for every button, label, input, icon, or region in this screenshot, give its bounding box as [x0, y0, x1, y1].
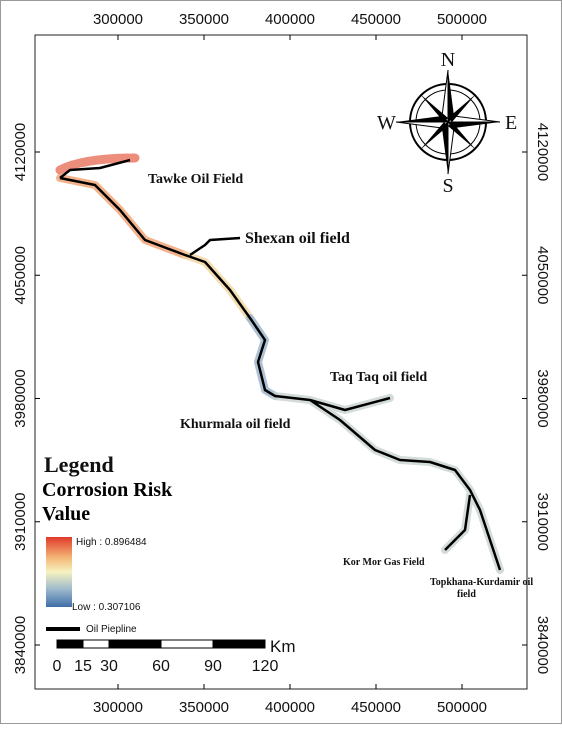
x-tick-label: 400000 — [265, 699, 315, 716]
scale-tick-label: 0 — [53, 658, 62, 675]
y-tick-label: 4120000 — [534, 123, 551, 181]
legend-ramp — [46, 537, 72, 607]
scale-tick-label: 60 — [152, 658, 170, 675]
scale-bar: Km 0 15 30 60 90 120 — [53, 637, 296, 675]
compass-w: W — [377, 112, 396, 134]
place-label-part: field — [457, 589, 476, 600]
y-tick-label: 3840000 — [12, 616, 29, 674]
x-tick-label: 450000 — [351, 11, 401, 28]
legend-low: Low : 0.307106 — [72, 602, 141, 613]
legend-pipeline: Oil Piepline — [86, 624, 137, 635]
x-tick-label: 350000 — [179, 699, 229, 716]
y-tick-label: 3980000 — [534, 369, 551, 427]
scale-segment — [108, 639, 162, 649]
scale-tick-label: 120 — [252, 658, 279, 675]
x-tick-label: 500000 — [437, 11, 487, 28]
scale-segment — [82, 639, 110, 649]
scale-segment — [212, 639, 266, 649]
scale-unit: Km — [270, 637, 296, 656]
x-tick-label: 400000 — [265, 11, 315, 28]
scale-tick-label: 30 — [100, 658, 118, 675]
place-label: Khurmala oil field — [180, 417, 291, 432]
place-label: Tawke Oil Field — [148, 172, 243, 187]
place-label: Shexan oil field — [245, 230, 350, 247]
pipeline — [59, 158, 502, 571]
legend-title: Legend — [44, 452, 114, 477]
place-label-part: Topkhana-Kurdamir oil — [430, 577, 533, 588]
scale-tick-label: 90 — [204, 658, 222, 675]
y-tick-label: 3840000 — [534, 616, 551, 674]
compass: N S E W — [377, 49, 517, 197]
x-tick-label: 500000 — [437, 699, 487, 716]
legend-high: High : 0.896484 — [76, 537, 147, 548]
legend-subtitle-box: Corrosion Risk Value — [42, 479, 173, 525]
x-tick-label: 350000 — [179, 11, 229, 28]
y-tick-label: 3910000 — [12, 493, 29, 551]
compass-s: S — [442, 175, 453, 197]
y-tick-label: 4120000 — [12, 123, 29, 181]
scale-segment — [160, 639, 214, 649]
x-tick-label: 300000 — [93, 11, 143, 28]
scale-segment — [56, 639, 84, 649]
y-tick-label: 4050000 — [12, 246, 29, 304]
y-tick-label: 3980000 — [12, 369, 29, 427]
legend: Legend Corrosion Risk Value High : 0.896… — [42, 452, 173, 635]
place-label: Topkhana-Kurdamir oil field — [430, 577, 533, 600]
x-tick-label: 300000 — [93, 699, 143, 716]
place-label: Taq Taq oil field — [330, 370, 427, 385]
place-label: Kor Mor Gas Field — [343, 557, 425, 568]
y-tick-label: 4050000 — [534, 246, 551, 304]
compass-n: N — [441, 49, 455, 71]
x-tick-label: 450000 — [351, 699, 401, 716]
legend-subtitle: Corrosion Risk Value — [42, 479, 173, 525]
y-tick-label: 3910000 — [534, 493, 551, 551]
compass-e: E — [505, 112, 517, 134]
scale-tick-label: 15 — [74, 658, 92, 675]
